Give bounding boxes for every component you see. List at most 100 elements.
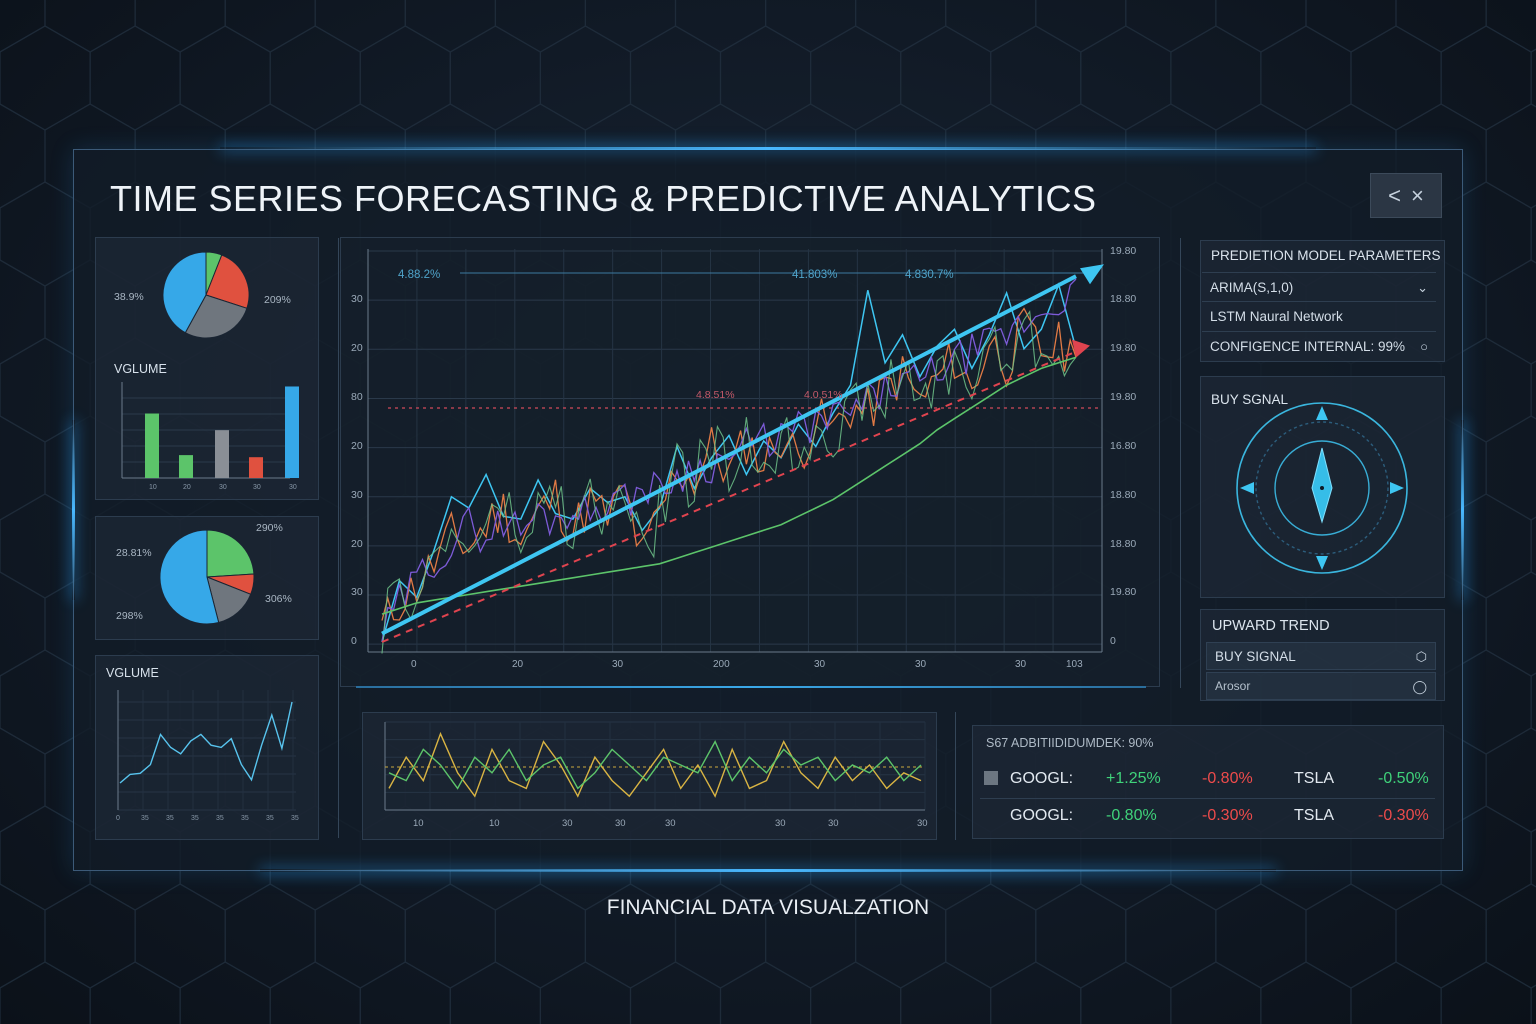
- x-tick-label: 35: [241, 815, 249, 822]
- divider-bottom: [955, 712, 956, 840]
- volume-bar-chart: 10 20 30 30 30: [121, 382, 299, 491]
- divider-left: [338, 238, 339, 838]
- adsor-row[interactable]: Arosor ◯: [1206, 672, 1436, 700]
- ticker-divider: [980, 798, 1435, 799]
- buy-signal-label: BUY SIGNAL: [1215, 649, 1296, 664]
- chevron-down-icon[interactable]: ⌄: [1417, 280, 1428, 295]
- y-tick-right: 0: [1110, 635, 1116, 647]
- ticker-marker: [984, 771, 998, 785]
- volume-line: [119, 701, 293, 784]
- ticker-row-1-chg1: +1.25%: [1106, 770, 1161, 787]
- ticker-row-1-sym[interactable]: TSLA: [1294, 770, 1335, 787]
- buy-signal-row[interactable]: BUY SIGNAL ⬡: [1206, 642, 1436, 670]
- x-tick: 103: [1066, 659, 1083, 670]
- hexagon-cell: [0, 961, 91, 1024]
- y-tick-right: 19.80: [1110, 245, 1136, 257]
- compass-icon: [1236, 402, 1408, 574]
- hexagon-cell: [1170, 961, 1262, 1024]
- y-tick-left: 0: [351, 635, 357, 647]
- lstm-value: LSTM Naural Network: [1210, 309, 1343, 324]
- hexagon-cell: [1350, 961, 1442, 1024]
- osc-series-green: [388, 740, 922, 790]
- ticker-row-2-chg3: -0.30%: [1378, 807, 1429, 824]
- footer-caption: FINANCIAL DATA VISUALZATION: [606, 896, 930, 919]
- volume-bar: [285, 386, 299, 478]
- oscillator-chart: 10 10 30 30 30 30 30 30: [384, 721, 928, 829]
- circle-icon: ◯: [1412, 679, 1427, 694]
- pie2-label-top: 290%: [256, 522, 283, 534]
- x-tick-label: 35: [191, 815, 199, 822]
- x-tick-label: 35: [216, 815, 224, 822]
- y-tick-right: 19.80: [1110, 586, 1136, 598]
- y-tick-right: 19.80: [1110, 342, 1136, 354]
- divider-right: [1180, 238, 1181, 688]
- ticker-row-1-chg2: -0.80%: [1202, 770, 1253, 787]
- ticker-row-2-chg2: -0.30%: [1202, 807, 1253, 824]
- series-green-trend: [381, 356, 1077, 615]
- arima-select[interactable]: ARIMA(S,1,0) ⌄: [1202, 272, 1436, 302]
- y-tick-left: 20: [351, 538, 363, 550]
- ticker-row-2-sym[interactable]: TSLA: [1294, 807, 1335, 824]
- y-tick-left: 80: [351, 391, 363, 403]
- x-tick: 30: [775, 818, 786, 829]
- ticker-row-2-name[interactable]: GOOGL:: [1010, 807, 1074, 824]
- x-tick: 30: [915, 659, 927, 670]
- ticker-panel: [972, 725, 1444, 839]
- lstm-row[interactable]: LSTM Naural Network: [1202, 302, 1436, 332]
- pie2-label-right: 306%: [265, 593, 292, 605]
- confidence-value: CONFIGENCE INTERNAL: 99%: [1210, 339, 1406, 354]
- main-forecast-chart: 4.88.2% 41.803% 4.830.7% 4.8.51% 4.0.51% 30 20…: [351, 245, 1136, 670]
- annotation-top: 41.803%: [792, 269, 837, 281]
- pie1-label-left: 38.9%: [114, 291, 144, 303]
- chevron-left-icon[interactable]: <: [1388, 182, 1401, 208]
- pie2-label-bottom: 298%: [116, 610, 143, 622]
- x-tick: 30: [615, 818, 626, 829]
- y-tick-left: 30: [351, 489, 363, 501]
- hexagon-cell: [539, 961, 632, 1024]
- x-tick-label: 35: [166, 815, 174, 822]
- pie-slice: [159, 529, 220, 625]
- annotation-mid: 4.8.51%: [696, 389, 735, 401]
- ticker-header: S67 ADBITIIDIDUMDEK: 90%: [986, 736, 1154, 750]
- trend-header: UPWARD TREND: [1212, 618, 1330, 634]
- hexagon-cell: [719, 961, 812, 1024]
- x-tick: 30: [612, 659, 624, 670]
- y-tick-right: 19.80: [1110, 391, 1136, 403]
- volume-line-chart: 0 35 35 35 35 35 35 35: [116, 690, 299, 822]
- y-tick-right: 18.80: [1110, 538, 1136, 550]
- volume-bar: [145, 413, 159, 478]
- hexagon-cell: [809, 961, 902, 1024]
- frame-glow-right: [1461, 420, 1464, 600]
- series-forecast-arrow: [381, 274, 1077, 636]
- x-tick: 10: [489, 818, 500, 829]
- annotation-top: 4.830.7%: [905, 269, 954, 281]
- ticker-row-1-chg3: -0.50%: [1378, 770, 1429, 787]
- x-tick: 10: [413, 818, 424, 829]
- hexagon-icon: ⬡: [1415, 649, 1427, 664]
- red-arrowhead: [1072, 339, 1090, 358]
- confidence-row[interactable]: CONFIGENCE INTERNAL: 99% ○: [1202, 332, 1436, 362]
- ticker-row-1-name[interactable]: GOOGL:: [1010, 770, 1074, 787]
- series-orange: [381, 307, 1077, 621]
- x-tick-label: 35: [141, 815, 149, 822]
- x-tick-label: 35: [266, 815, 274, 822]
- annotation-top: 4.88.2%: [398, 269, 440, 281]
- y-tick-left: 20: [351, 440, 363, 452]
- x-tick-label: 30: [219, 484, 227, 491]
- hexagon-cell: [359, 961, 451, 1024]
- x-tick: 0: [411, 659, 417, 670]
- settings-icon[interactable]: ○: [1420, 339, 1428, 354]
- y-tick-left: 30: [351, 586, 363, 598]
- x-tick-label: 20: [183, 484, 191, 491]
- x-tick-label: 0: [116, 815, 120, 822]
- x-tick-label: 30: [253, 484, 261, 491]
- x-tick-label: 30: [289, 484, 297, 491]
- pie-slice: [162, 251, 207, 334]
- hexagon-cell: [179, 961, 271, 1024]
- osc-series-yellow: [388, 731, 922, 798]
- y-tick-right: 18.80: [1110, 489, 1136, 501]
- close-icon[interactable]: ×: [1411, 182, 1424, 208]
- hexagon-cell: [900, 961, 992, 1024]
- y-tick-right: 18.80: [1110, 293, 1136, 305]
